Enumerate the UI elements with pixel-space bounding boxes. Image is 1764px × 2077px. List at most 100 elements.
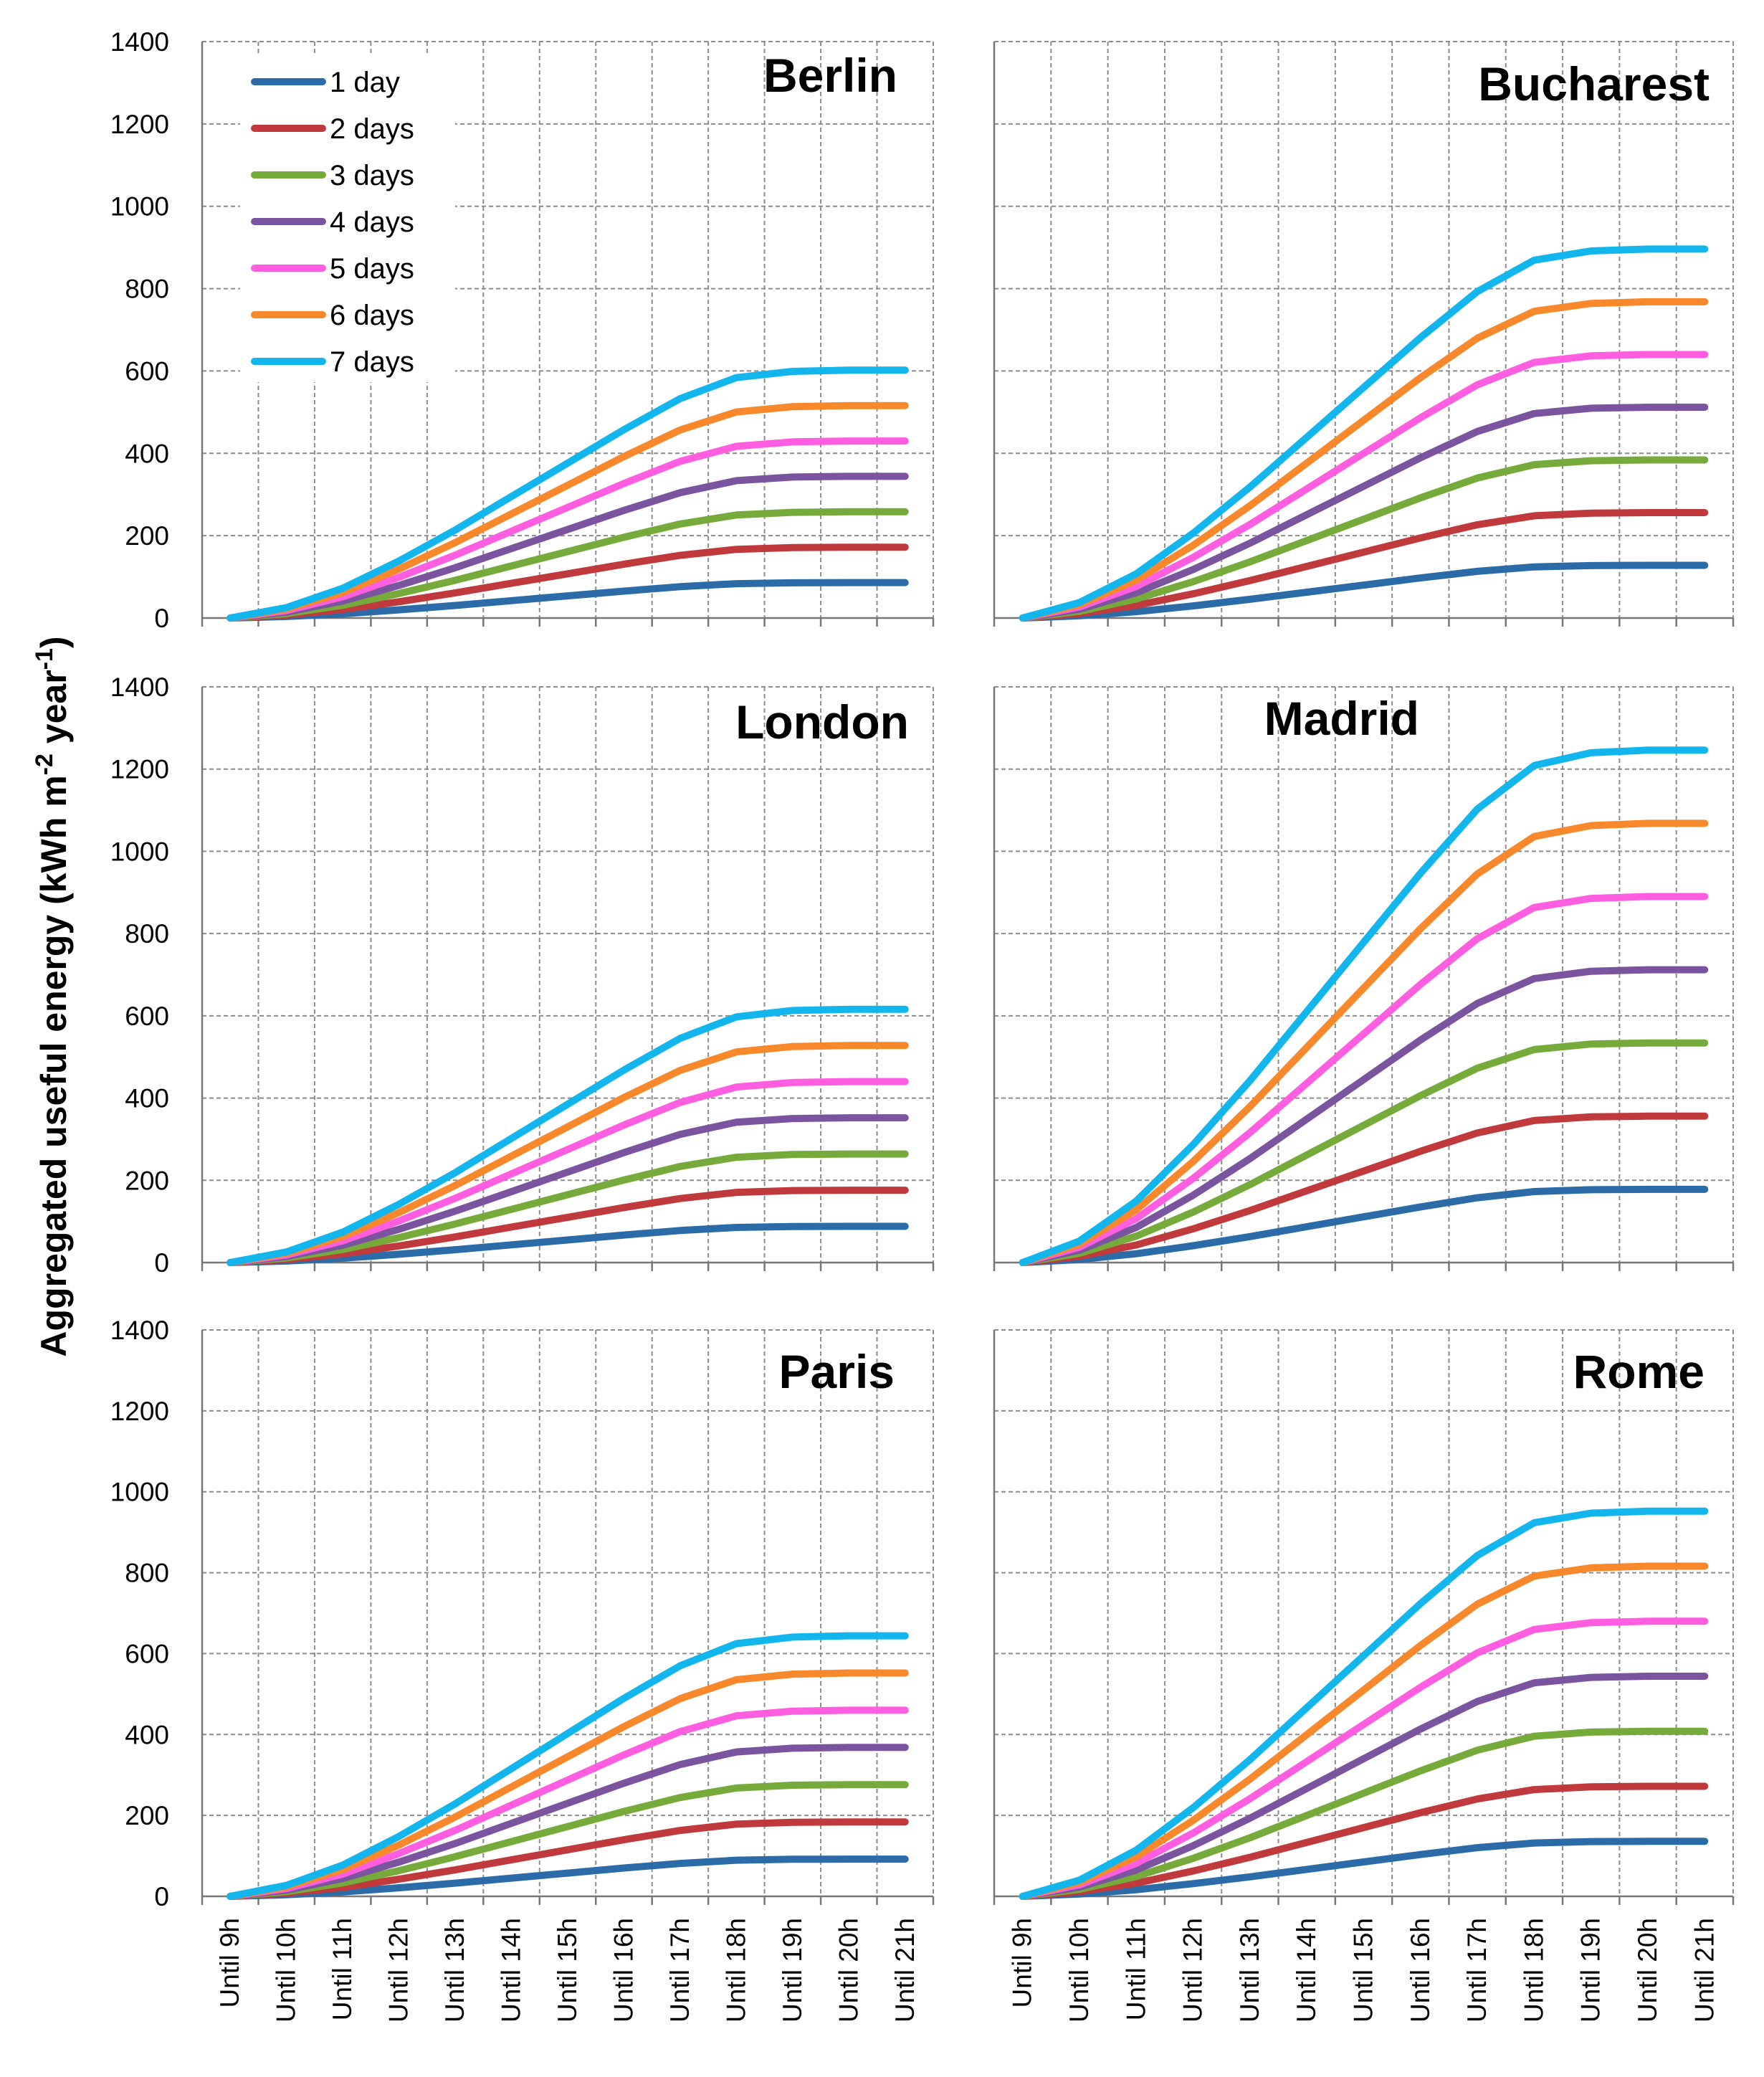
y-tick-label: 1000 xyxy=(110,1478,169,1507)
x-tick-label: Until 13h xyxy=(440,1918,469,2023)
x-tick-label: Until 13h xyxy=(1235,1918,1264,2023)
series-line-6-days xyxy=(1019,298,1709,622)
series-line-6-days xyxy=(227,1669,909,1900)
x-tick-label: Until 9h xyxy=(1008,1918,1037,2007)
x-tick-label: Until 19h xyxy=(778,1918,807,2023)
series-line-4-days xyxy=(1019,1673,1709,1900)
y-tick-label: 800 xyxy=(125,275,169,304)
series-line-3-days xyxy=(227,1150,909,1266)
panel-rome: Until 9h Until 10h Until 11h Until 12h Until… xyxy=(993,1329,1735,2023)
series-line-4-days xyxy=(227,1114,909,1266)
x-tick-label: Until 15h xyxy=(553,1918,582,2023)
y-tick-label: 1000 xyxy=(110,192,169,222)
chart-panels: 0 200 400 600 800 1000 1200 1400 Berlin 1 day 2 da… xyxy=(110,27,1735,2023)
y-tick-label: 0 xyxy=(154,604,169,633)
y-tick-label: 200 xyxy=(125,521,169,551)
series-line-4-days xyxy=(1019,404,1709,622)
y-tick-label: 200 xyxy=(125,1801,169,1830)
series-line-2-days xyxy=(227,1187,909,1266)
series-line-1-day xyxy=(1019,1838,1709,1900)
y-tick-label: 1200 xyxy=(110,1397,169,1426)
series-line-5-days xyxy=(1019,893,1709,1266)
y-axis-title: Aggregated useful energy (kWh m-2 year-1… xyxy=(31,636,74,1356)
series-line-2-days xyxy=(1019,1782,1709,1900)
y-tick-label: 600 xyxy=(125,356,169,386)
series-line-5-days xyxy=(227,1706,909,1900)
series-line-6-days xyxy=(1019,819,1709,1266)
panel-berlin: 0 200 400 600 800 1000 1200 1400 Berlin 1 day 2 da… xyxy=(110,27,935,633)
panel-bucharest: Bucharest xyxy=(993,41,1735,627)
legend-label: 7 days xyxy=(330,346,414,378)
series-line-2-days xyxy=(227,543,909,622)
x-tick-label: Until 19h xyxy=(1576,1918,1606,2023)
series-line-1-day xyxy=(227,1855,909,1900)
series-line-3-days xyxy=(1019,1039,1709,1266)
x-tick-label: Until 14h xyxy=(1292,1918,1321,2023)
y-tick-label: 800 xyxy=(125,1559,169,1588)
series-line-3-days xyxy=(1019,456,1709,622)
series-line-6-days xyxy=(227,401,909,622)
x-tick-label: Until 20h xyxy=(1633,1918,1662,2023)
panel-madrid: Madrid xyxy=(993,686,1735,1271)
panel-title: Bucharest xyxy=(1478,57,1710,110)
x-tick-label: Until 18h xyxy=(721,1918,750,2023)
series-line-4-days xyxy=(227,1744,909,1900)
x-tick-label: Until 11h xyxy=(328,1918,357,2020)
series-line-5-days xyxy=(1019,351,1709,622)
x-tick-label: Until 14h xyxy=(497,1918,526,2023)
series-line-7-days xyxy=(227,366,909,622)
y-tick-label: 800 xyxy=(125,919,169,949)
series-line-6-days xyxy=(1019,1562,1709,1900)
panel-title: Rome xyxy=(1573,1345,1705,1398)
x-tick-label: Until 21h xyxy=(1689,1918,1719,2023)
y-tick-label: 0 xyxy=(154,1882,169,1911)
series-line-7-days xyxy=(1019,245,1709,622)
x-tick-label: Until 12h xyxy=(384,1918,414,2023)
x-tick-label: Until 12h xyxy=(1178,1918,1208,2023)
legend: 1 day 2 days 3 days 4 days 5 days 6 days 7 day… xyxy=(240,56,455,382)
y-tick-label: 400 xyxy=(125,1720,169,1749)
y-tick-label: 600 xyxy=(125,1639,169,1668)
x-tick-label: Until 18h xyxy=(1519,1918,1548,2023)
x-tick-label: Until 17h xyxy=(1462,1918,1492,2023)
y-tick-label: 1200 xyxy=(110,755,169,784)
series-line-6-days xyxy=(227,1042,909,1266)
x-tick-label: Until 16h xyxy=(609,1918,638,2023)
series-line-7-days xyxy=(1019,1507,1709,1900)
series-line-3-days xyxy=(227,1781,909,1900)
y-tick-label: 400 xyxy=(125,439,169,468)
y-tick-label: 600 xyxy=(125,1002,169,1031)
series-line-1-day xyxy=(1019,561,1709,622)
series-line-2-days xyxy=(227,1818,909,1900)
series-line-7-days xyxy=(227,1005,909,1266)
y-tick-label: 200 xyxy=(125,1166,169,1195)
y-tick-label: 400 xyxy=(125,1084,169,1113)
panel-title: Paris xyxy=(779,1345,895,1398)
y-tick-label: 1200 xyxy=(110,110,169,139)
panel-london: 0 200 400 600 800 1000 1200 1400 London xyxy=(110,672,935,1278)
series-line-1-day xyxy=(227,579,909,622)
series-line-1-day xyxy=(227,1222,909,1266)
series-line-5-days xyxy=(1019,1617,1709,1900)
panel-paris: 0 200 400 600 800 1000 1200 1400 Until 9h Until 1… xyxy=(110,1316,935,2023)
legend-label: 6 days xyxy=(330,300,414,331)
series-line-3-days xyxy=(227,508,909,622)
series-line-5-days xyxy=(227,437,909,622)
y-tick-label: 1400 xyxy=(110,672,169,702)
series-line-7-days xyxy=(227,1632,909,1900)
series-line-4-days xyxy=(227,472,909,622)
y-tick-label: 1400 xyxy=(110,27,169,57)
panel-title: Berlin xyxy=(763,49,897,102)
y-tick-label: 0 xyxy=(154,1248,169,1278)
y-tick-label: 1400 xyxy=(110,1316,169,1345)
series-line-2-days xyxy=(1019,1112,1709,1266)
x-tick-label: Until 9h xyxy=(215,1918,244,2007)
series-line-5-days xyxy=(227,1078,909,1266)
legend-label: 3 days xyxy=(330,160,414,191)
x-tick-label: Until 21h xyxy=(890,1918,920,2023)
series-line-2-days xyxy=(1019,509,1709,622)
legend-label: 5 days xyxy=(330,253,414,285)
x-tick-label: Until 10h xyxy=(1064,1918,1094,2023)
legend-label: 4 days xyxy=(330,206,414,238)
